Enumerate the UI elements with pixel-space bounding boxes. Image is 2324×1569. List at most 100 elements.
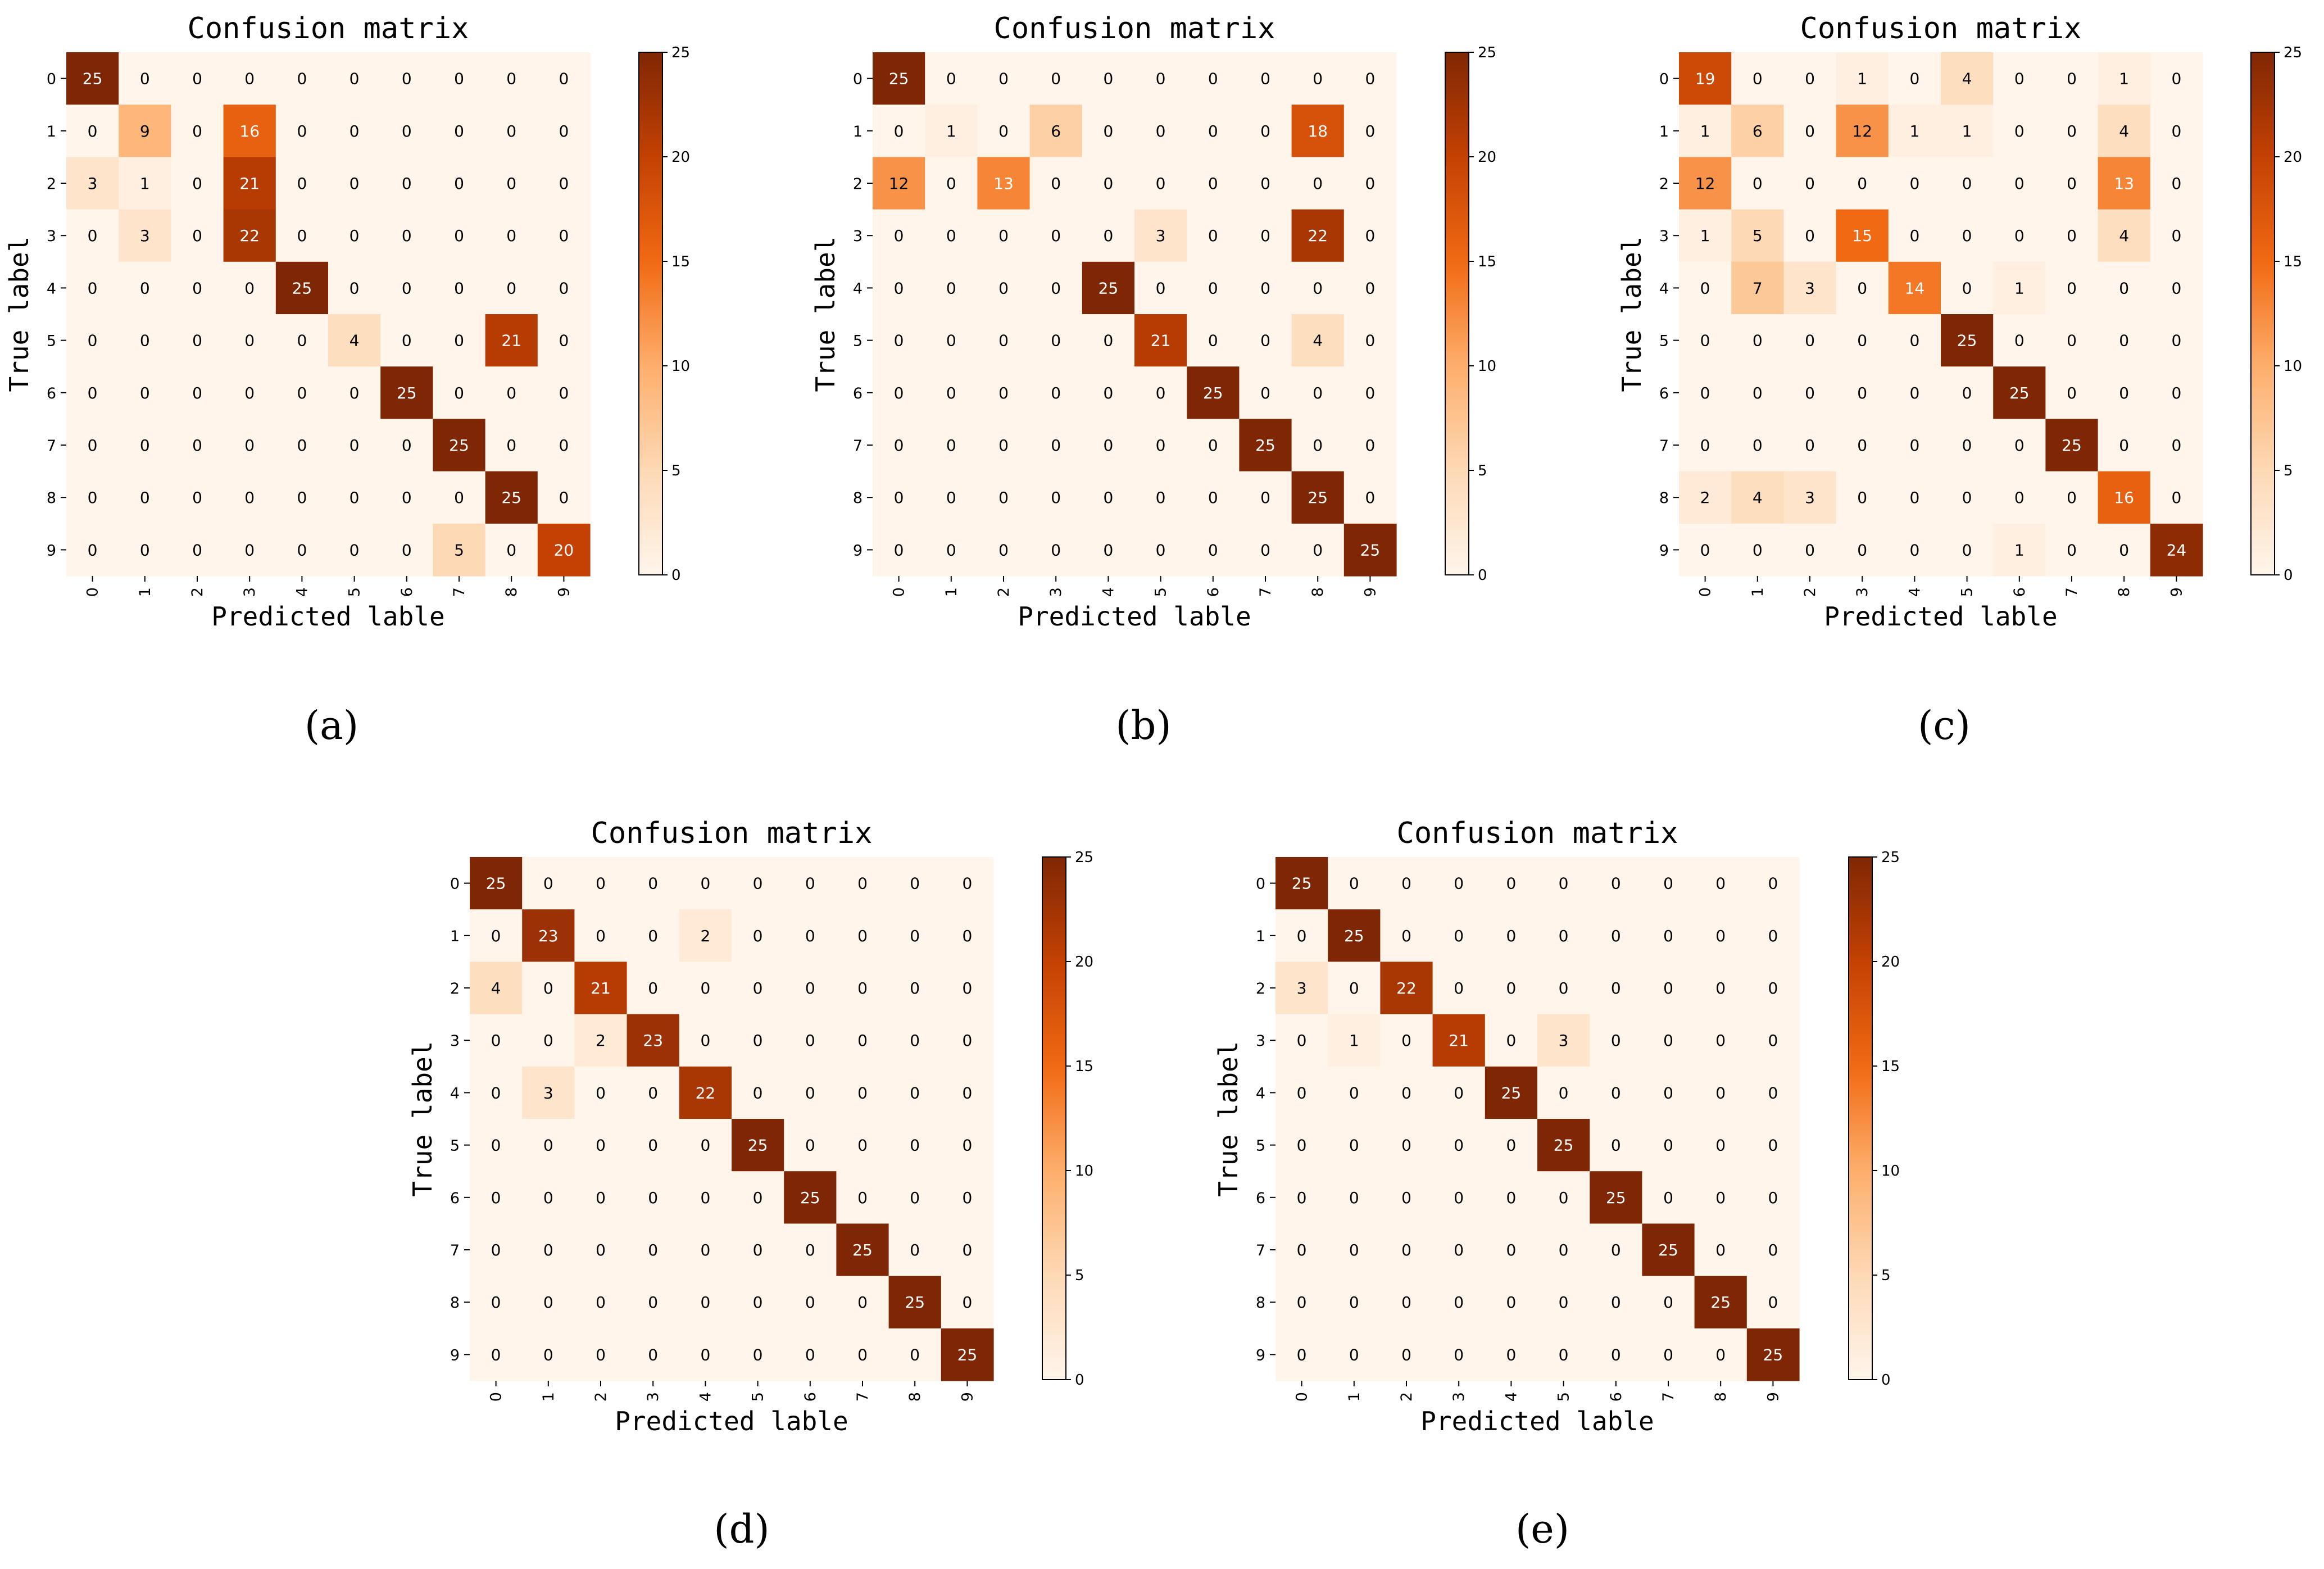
- heatmap-cell: [1029, 366, 1083, 419]
- cell-value-label: 0: [1297, 1293, 1307, 1312]
- heatmap-cell: [275, 261, 329, 315]
- heatmap-cell: [1187, 419, 1240, 472]
- cell-value-label: 0: [1103, 488, 1113, 507]
- cell-value-label: 0: [1506, 1189, 1516, 1207]
- colorbar-tick-label: 0: [1881, 1372, 1891, 1389]
- cell-value-label: 0: [506, 384, 516, 402]
- heatmap-cell: [1380, 1119, 1433, 1172]
- heatmap-cell: [1432, 1014, 1486, 1067]
- cell-value-label: 13: [993, 174, 1014, 193]
- cell-value-label: 0: [1559, 979, 1569, 997]
- heatmap-cell: [1731, 105, 1784, 157]
- cell-value-label: 0: [88, 226, 98, 245]
- cell-value-label: 0: [2171, 279, 2181, 297]
- cell-value-label: 0: [648, 1083, 658, 1102]
- cell-value-label: 0: [1857, 436, 1867, 455]
- heatmap-cell: [275, 366, 329, 419]
- heatmap-cell: [2098, 523, 2151, 577]
- x-tick-label: 1: [137, 587, 154, 597]
- heatmap-cell: [380, 157, 433, 210]
- colorbar-tick-label: 20: [671, 149, 690, 166]
- x-tick-label: 3: [241, 587, 258, 597]
- heatmap-cell: [485, 105, 538, 157]
- heatmap-cell: [1343, 471, 1397, 524]
- cell-value-label: 0: [1768, 927, 1778, 945]
- cell-value-label: 0: [998, 488, 1009, 507]
- heatmap-cell: [873, 157, 925, 210]
- cell-value-label: 0: [1909, 541, 1919, 559]
- cell-value-label: 0: [1506, 1241, 1516, 1259]
- cell-value-label: 0: [998, 384, 1009, 402]
- cell-value-label: 0: [1051, 488, 1061, 507]
- cell-value-label: 15: [1852, 226, 1872, 245]
- y-tick-label: 6: [47, 385, 56, 402]
- cell-value-label: 0: [192, 332, 202, 350]
- cell-value-label: 0: [910, 874, 920, 893]
- cell-value-label: 0: [1401, 1241, 1411, 1259]
- cell-value-label: 0: [1753, 384, 1763, 402]
- heatmap-cell: [1731, 157, 1784, 210]
- heatmap-cell: [2045, 157, 2099, 210]
- cell-value-label: 0: [894, 122, 904, 140]
- cell-value-label: 0: [753, 1293, 763, 1312]
- heatmap-cell: [1679, 157, 1732, 210]
- heatmap-cell: [1343, 52, 1397, 105]
- cell-value-label: 0: [402, 279, 412, 297]
- heatmap-cell: [328, 261, 381, 315]
- heatmap-cell: [485, 419, 538, 472]
- cell-value-label: 0: [1611, 1241, 1621, 1259]
- cell-value-label: 0: [1454, 979, 1464, 997]
- cell-value-label: 0: [1297, 1031, 1307, 1050]
- heatmap-cell: [485, 157, 538, 210]
- heatmap-cell: [679, 1171, 732, 1224]
- y-tick-label: 9: [47, 542, 56, 559]
- cell-value-label: 0: [2171, 384, 2181, 402]
- cell-value-label: 0: [1208, 541, 1218, 559]
- heatmap-cell: [1993, 366, 2046, 419]
- cell-value-label: 0: [910, 1241, 920, 1259]
- heatmap-cell: [1783, 52, 1837, 105]
- cell-value-label: 4: [2119, 226, 2129, 245]
- cell-value-label: 0: [491, 1031, 501, 1050]
- cell-value-label: 0: [1857, 174, 1867, 193]
- heatmap-cell: [522, 1066, 575, 1119]
- cell-value-label: 0: [244, 384, 255, 402]
- heatmap-cell: [171, 105, 224, 157]
- cell-value-label: 0: [1103, 226, 1113, 245]
- colorbar-tick-label: 25: [1478, 44, 1496, 61]
- colorbar-tick-label: 10: [1881, 1163, 1900, 1180]
- heatmap-cell: [1993, 261, 2046, 315]
- x-tick-label: 1: [540, 1392, 557, 1402]
- cell-value-label: 0: [1715, 927, 1726, 945]
- cell-value-label: 25: [397, 384, 417, 402]
- cell-value-label: 0: [1349, 1293, 1359, 1312]
- heatmap-cell: [1783, 261, 1837, 315]
- cell-value-label: 0: [1663, 1083, 1673, 1102]
- heatmap-cell: [1343, 261, 1397, 315]
- heatmap-cell: [2150, 366, 2203, 419]
- heatmap-cell: [470, 1171, 523, 1224]
- heatmap-cell: [470, 857, 523, 910]
- cell-value-label: 0: [1260, 541, 1270, 559]
- heatmap-cell: [2098, 419, 2151, 472]
- cell-value-label: 12: [889, 174, 909, 193]
- cell-value-label: 0: [1805, 541, 1815, 559]
- heatmap-cell: [574, 1328, 628, 1381]
- y-tick-label: 5: [1256, 1137, 1265, 1155]
- heatmap-cell: [1590, 1119, 1642, 1172]
- cell-value-label: 0: [349, 70, 360, 88]
- heatmap-cell: [836, 909, 889, 962]
- x-tick-label: 4: [293, 587, 311, 597]
- cell-value-label: 3: [1297, 979, 1307, 997]
- x-tick-label: 2: [995, 587, 1013, 597]
- y-axis-label: True label: [810, 237, 841, 392]
- heatmap-cell: [171, 157, 224, 210]
- heatmap-cell: [1590, 909, 1642, 962]
- heatmap-cell: [470, 1223, 523, 1277]
- cell-value-label: 0: [1768, 1083, 1778, 1102]
- heatmap-cell: [941, 909, 994, 962]
- cell-value-label: 0: [1208, 279, 1218, 297]
- cell-value-label: 0: [297, 226, 307, 245]
